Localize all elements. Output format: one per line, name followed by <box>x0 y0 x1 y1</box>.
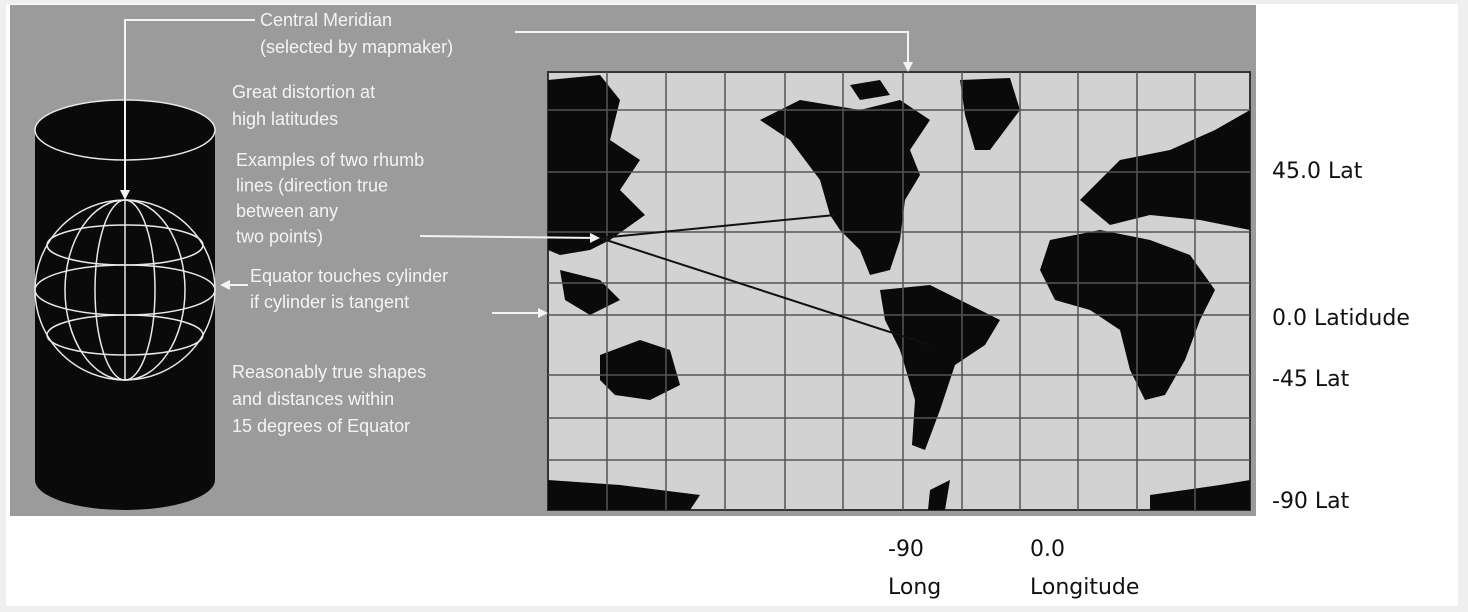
longitude-label: Long <box>888 575 941 600</box>
annotation-line: between any <box>236 201 338 221</box>
latitude-label: 45.0 Lat <box>1272 159 1363 184</box>
diagram: Central Meridian (selected by mapmaker) Gr… <box>0 0 1468 612</box>
annotation-line: and distances within <box>232 389 394 409</box>
annotation-line: Examples of two rhumb <box>236 150 424 170</box>
annotation-line: Reasonably true shapes <box>232 362 426 382</box>
annotation-line: lines (direction true <box>236 176 388 196</box>
latitude-label: -90 Lat <box>1272 489 1350 514</box>
longitude-label: 0.0 <box>1030 537 1065 562</box>
longitude-label: Longitude <box>1030 575 1139 600</box>
longitude-label: -90 <box>888 537 924 562</box>
annotation-line: Equator touches cylinder <box>250 266 448 286</box>
annotation-line: Central Meridian <box>260 10 392 30</box>
latitude-label: -45 Lat <box>1272 367 1350 392</box>
annotation-line: Great distortion at <box>232 82 375 102</box>
latitude-label: 0.0 Latidude <box>1272 306 1410 331</box>
annotation-line: high latitudes <box>232 109 338 129</box>
annotation-line: 15 degrees of Equator <box>232 416 410 436</box>
annotation-line: if cylinder is tangent <box>250 292 409 312</box>
mercator-map <box>548 72 1250 510</box>
annotation-line: (selected by mapmaker) <box>260 37 453 57</box>
annotation-line: two points) <box>236 227 323 247</box>
